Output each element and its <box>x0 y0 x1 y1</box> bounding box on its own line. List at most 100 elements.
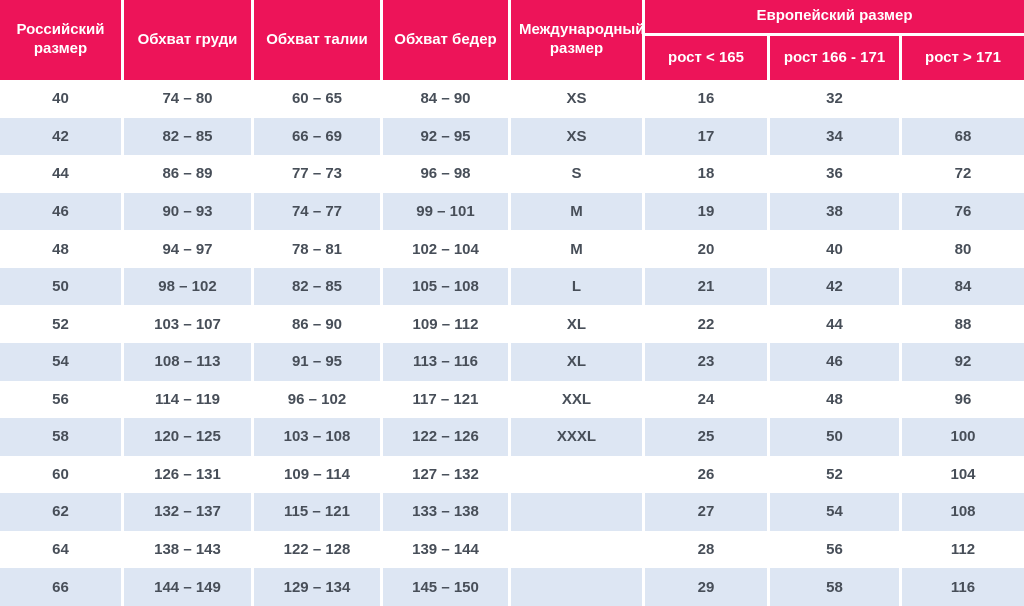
table-cell: 60 <box>52 465 69 483</box>
table-cell: 82 – 85 <box>124 117 254 156</box>
table-cell: 108 – 113 <box>124 342 254 381</box>
table-cell: 56 <box>826 541 843 559</box>
table-cell: 54 <box>0 342 124 381</box>
table-cell: XS <box>566 90 587 108</box>
table-cell: 50 <box>770 418 902 456</box>
table-cell: 58 <box>770 568 902 606</box>
table-cell: 66 <box>0 568 124 606</box>
header-height-166-171: рост 166 - 171 <box>770 36 902 80</box>
table-cell: 96 – 98 <box>420 165 471 183</box>
table-cell: 74 – 77 <box>254 192 383 231</box>
table-cell <box>511 531 645 569</box>
table-cell: 139 – 144 <box>412 541 479 559</box>
table-cell: XL <box>566 315 587 333</box>
table-cell: 84 <box>954 278 972 296</box>
table-cell: 27 <box>645 493 770 531</box>
table-row: 50 98 – 102 82 – 85 105 – 108 L 21 42 84 <box>0 267 1024 306</box>
table-cell: 133 – 138 <box>383 493 511 531</box>
table-cell: 48 <box>52 240 69 258</box>
table-cell: XXL <box>561 390 592 408</box>
table-cell: 34 <box>770 117 902 156</box>
table-cell: 17 <box>645 117 770 156</box>
table-cell: 104 <box>950 465 976 483</box>
table-cell: 18 <box>697 165 715 183</box>
table-cell: 138 – 143 <box>154 541 221 559</box>
table-row: 42 82 – 85 66 – 69 92 – 95 XS 17 34 68 <box>0 117 1024 156</box>
table-cell: 58 <box>0 418 124 456</box>
table-cell: 74 – 80 <box>162 90 213 108</box>
table-cell: 66 – 69 <box>254 117 383 156</box>
table-cell: 68 <box>954 127 972 145</box>
table-row: 56 114 – 119 96 – 102 117 – 121 XXL 24 48 96 <box>0 380 1024 419</box>
table-cell: 64 <box>52 541 69 559</box>
table-cell: 114 – 119 <box>154 390 221 408</box>
header-hips: Обхват бедер <box>383 0 511 80</box>
table-row: 60 126 – 131 109 – 114 127 – 132 26 52 104 <box>0 455 1024 494</box>
table-cell: 112 <box>950 541 976 559</box>
table-cell: 129 – 134 <box>254 568 383 606</box>
table-cell <box>511 493 645 531</box>
table-cell: 76 <box>954 202 972 220</box>
table-cell: 48 <box>826 390 843 408</box>
table-cell: 103 – 108 <box>254 418 383 456</box>
table-cell: 32 <box>826 90 843 108</box>
table-row: 58 120 – 125 103 – 108 122 – 126 XXXL 25 50 100 <box>0 418 1024 456</box>
table-cell: 23 <box>645 342 770 381</box>
header-waist: Обхват талии <box>254 0 383 80</box>
table-cell: M <box>511 192 645 231</box>
table-cell: XXXL <box>511 418 645 456</box>
table-cell: 94 – 97 <box>162 240 213 258</box>
table-cell: 92 – 95 <box>383 117 511 156</box>
table-cell <box>511 568 645 606</box>
table-cell: L <box>511 267 645 306</box>
header-row-top: Российский размер Обхват груди Обхват та… <box>0 0 1024 80</box>
table-cell: 24 <box>697 390 715 408</box>
table-cell: 120 – 125 <box>124 418 254 456</box>
table-cell: 109 – 112 <box>412 315 479 333</box>
table-cell: 127 – 132 <box>412 465 479 483</box>
table-cell: 16 <box>697 90 715 108</box>
table-cell: 40 <box>52 90 69 108</box>
table-cell: 100 <box>950 428 976 446</box>
table-row: 46 90 – 93 74 – 77 99 – 101 M 19 38 76 <box>0 192 1024 231</box>
table-cell: 21 <box>645 267 770 306</box>
table-cell <box>511 456 645 494</box>
table-cell: 92 <box>954 353 972 371</box>
table-cell: 42 <box>770 267 902 306</box>
table-row: 44 86 – 89 77 – 73 96 – 98 S 18 36 72 <box>0 155 1024 193</box>
table-cell: 60 – 65 <box>291 90 343 108</box>
table-cell: 25 <box>645 418 770 456</box>
table-cell: 96 – 102 <box>287 390 347 408</box>
table-cell: 26 <box>697 465 715 483</box>
table-cell: 102 – 104 <box>412 240 479 258</box>
table-cell: XS <box>511 117 645 156</box>
table-cell: 46 <box>770 342 902 381</box>
table-cell: 29 <box>645 568 770 606</box>
table-cell: 54 <box>770 493 902 531</box>
table-cell: 115 – 121 <box>254 493 383 531</box>
table-header: Российский размер Обхват груди Обхват та… <box>0 0 1024 80</box>
table-cell: 113 – 116 <box>383 342 511 381</box>
header-russian-size: Российский размер <box>0 0 124 80</box>
header-height-gt-171: рост > 171 <box>902 36 1024 80</box>
table-cell: 40 <box>826 240 843 258</box>
table-cell: 122 – 128 <box>283 541 351 559</box>
table-cell: M <box>570 240 583 258</box>
table-cell: 116 <box>950 578 976 596</box>
table-cell: 50 <box>0 267 124 306</box>
table-body: 40 74 – 80 60 – 65 84 – 90 XS 16 32 42 82 – 85 66… <box>0 80 1024 606</box>
table-cell: 78 – 81 <box>291 240 343 258</box>
header-chest: Обхват груди <box>124 0 254 80</box>
table-cell <box>902 80 1024 118</box>
table-row: 66 144 – 149 129 – 134 145 – 150 29 58 116 <box>0 568 1024 606</box>
table-cell: 84 – 90 <box>420 90 471 108</box>
header-height-lt-165: рост < 165 <box>645 36 770 80</box>
table-cell: 80 <box>954 240 972 258</box>
table-cell: 145 – 150 <box>383 568 511 606</box>
table-cell: 90 – 93 <box>124 192 254 231</box>
table-cell: S <box>571 165 582 183</box>
table-row: 64 138 – 143 122 – 128 139 – 144 28 56 112 <box>0 530 1024 569</box>
header-european-size: Европейский размер <box>645 0 1024 36</box>
table-cell: 91 – 95 <box>254 342 383 381</box>
